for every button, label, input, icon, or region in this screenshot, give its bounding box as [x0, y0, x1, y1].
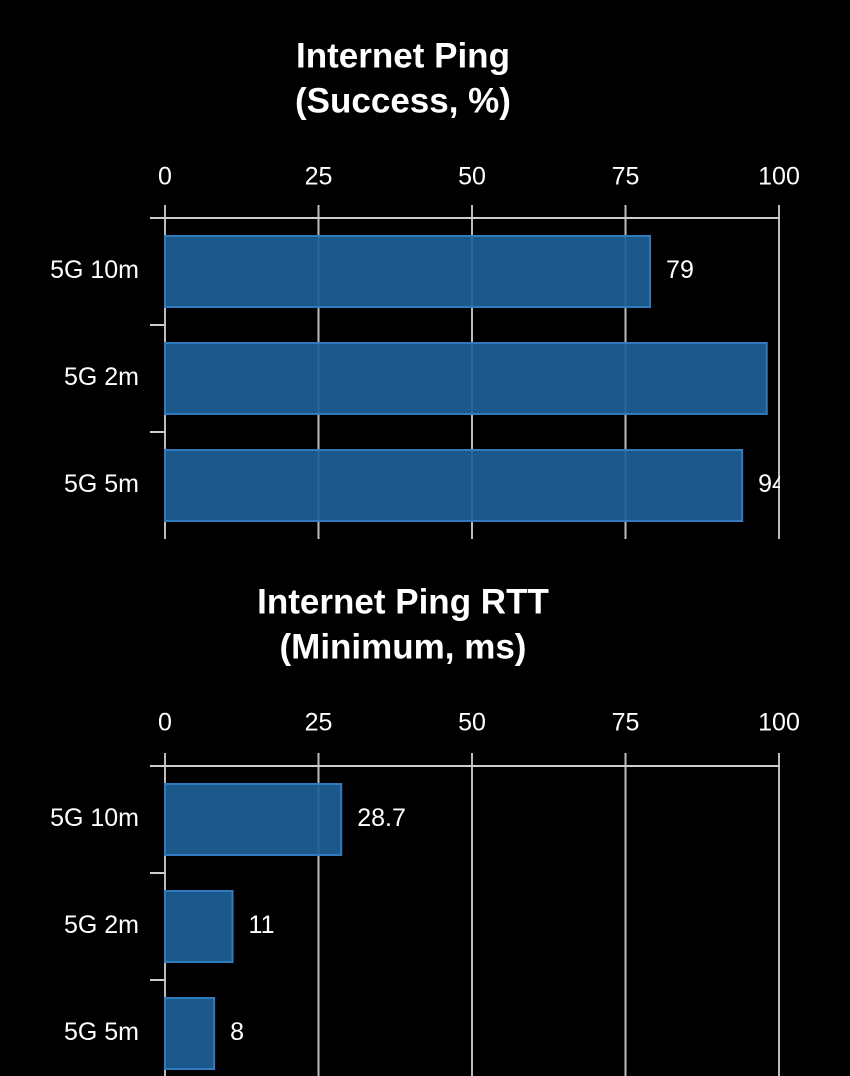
x-tick-label: 50	[458, 709, 486, 737]
plot-area: 28.7 11 8	[164, 783, 406, 1070]
y-tick-label: 5G 5m	[64, 1018, 139, 1046]
chart: Internet Ping (Success, %) 0 25 50 75 100 79 98 9…	[50, 36, 811, 539]
bar	[164, 997, 216, 1070]
x-tick-label: 25	[305, 709, 333, 737]
value-label: 94	[758, 470, 786, 498]
chart-subtitle: (Success, %)	[295, 81, 511, 120]
y-tick-label: 5G 10m	[50, 256, 139, 284]
bar	[164, 235, 652, 308]
y-tick-label: 5G 2m	[64, 911, 139, 939]
value-label: 11	[249, 911, 275, 939]
chart-title: Internet Ping	[296, 36, 510, 75]
x-tick-label: 0	[158, 709, 172, 737]
chart-title: Internet Ping RTT	[257, 582, 549, 621]
y-tick-label: 5G 2m	[64, 363, 139, 391]
value-label: 28.7	[357, 804, 406, 832]
value-label: 8	[230, 1018, 244, 1046]
x-tick-label: 25	[305, 163, 333, 191]
x-tick-label: 0	[158, 163, 172, 191]
bar	[164, 449, 744, 522]
bar	[164, 890, 234, 963]
x-tick-label: 50	[458, 163, 486, 191]
plot-area: 79 98 94	[164, 235, 811, 522]
chart-subtitle: (Minimum, ms)	[280, 627, 527, 666]
y-tick-label: 5G 5m	[64, 470, 139, 498]
x-tick-label: 75	[612, 163, 640, 191]
x-tick-label: 100	[758, 709, 800, 737]
y-tick-label: 5G 10m	[50, 804, 139, 832]
x-tick-label: 100	[758, 163, 800, 191]
value-label: 98	[783, 363, 811, 391]
bar	[164, 342, 768, 415]
x-tick-label: 75	[612, 709, 640, 737]
bar	[164, 783, 343, 856]
chart: Internet Ping RTT (Minimum, ms) 0 25 50 75 100…	[50, 582, 800, 1076]
value-label: 79	[666, 256, 694, 284]
